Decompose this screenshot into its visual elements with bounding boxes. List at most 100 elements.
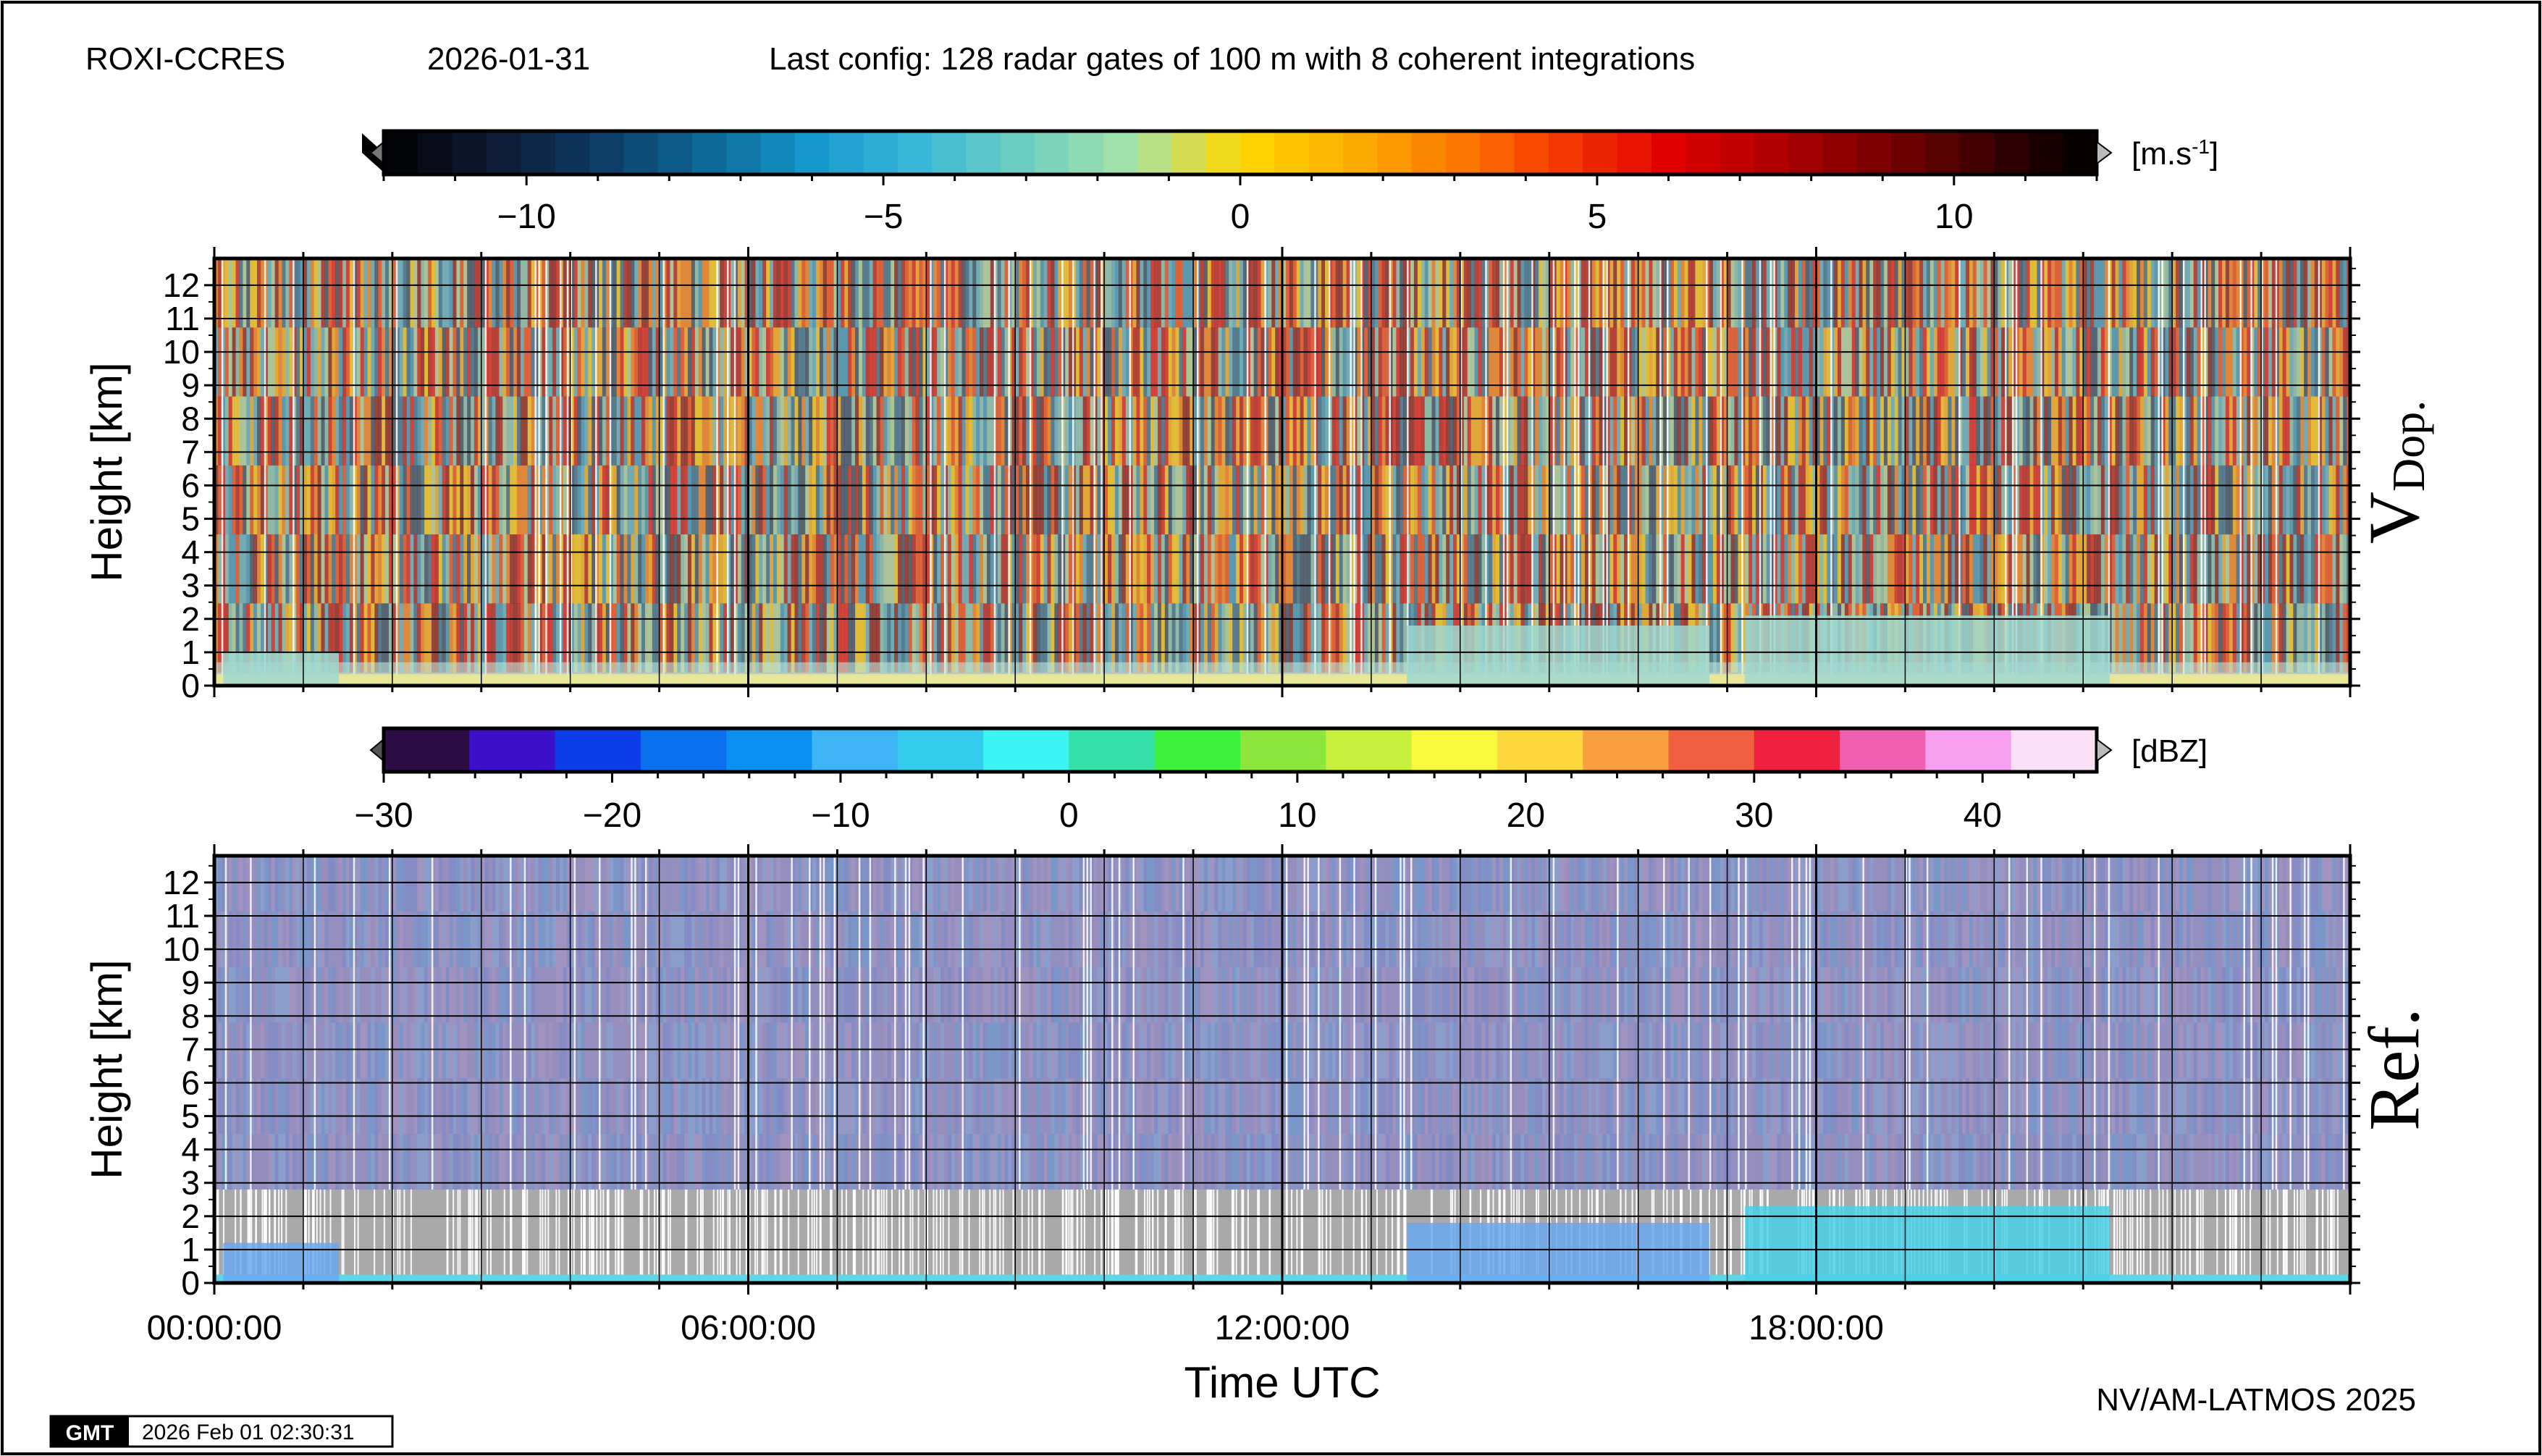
heatmap-cell bbox=[1150, 396, 1155, 466]
heatmap-cell bbox=[1485, 327, 1489, 397]
heatmap-cell bbox=[531, 1134, 535, 1190]
heatmap-cell bbox=[324, 1022, 329, 1079]
heatmap-cell bbox=[296, 534, 300, 604]
heatmap-cell bbox=[332, 327, 336, 397]
heatmap-cell bbox=[894, 603, 898, 673]
heatmap-cell bbox=[356, 396, 361, 466]
heatmap-cell bbox=[716, 1022, 720, 1079]
heatmap-cell bbox=[677, 396, 681, 466]
heatmap-cell bbox=[1125, 327, 1129, 397]
heatmap-cell bbox=[691, 1134, 696, 1190]
heatmap-cell bbox=[1232, 603, 1237, 673]
heatmap-cell bbox=[687, 258, 692, 328]
heatmap-cell bbox=[2065, 396, 2069, 466]
heatmap-cell bbox=[1485, 396, 1489, 466]
heatmap-cell bbox=[1966, 258, 1970, 328]
heatmap-cell bbox=[1684, 396, 1688, 466]
heatmap-cell bbox=[1994, 327, 1998, 397]
heatmap-cell bbox=[527, 327, 531, 397]
heatmap-cell bbox=[983, 603, 988, 673]
heatmap-cell bbox=[1058, 603, 1062, 673]
heatmap-cell bbox=[2037, 465, 2041, 535]
heatmap-cell bbox=[1816, 465, 1820, 535]
heatmap-cell bbox=[1834, 327, 1838, 397]
heatmap-cell bbox=[399, 967, 403, 1023]
heatmap-cell bbox=[1777, 327, 1781, 397]
heatmap-cell bbox=[641, 1134, 646, 1190]
heatmap-cell bbox=[1179, 465, 1183, 535]
heatmap-cell bbox=[228, 534, 232, 604]
missing-profile-stripe bbox=[733, 856, 736, 1283]
heatmap-cell bbox=[794, 327, 799, 397]
heatmap-cell bbox=[395, 327, 400, 397]
heatmap-cell bbox=[1691, 396, 1696, 466]
heatmap-cell bbox=[445, 258, 450, 328]
heatmap-cell bbox=[730, 603, 735, 673]
heatmap-cell bbox=[552, 327, 557, 397]
heatmap-cell bbox=[378, 534, 382, 604]
heatmap-cell bbox=[417, 327, 421, 397]
heatmap-cell bbox=[2310, 603, 2315, 673]
heatmap-cell bbox=[1261, 465, 1265, 535]
heatmap-cell bbox=[577, 1134, 581, 1190]
missing-profile-stripe bbox=[599, 856, 601, 1283]
heatmap-cell bbox=[285, 1078, 290, 1135]
missing-profile-stripe bbox=[2040, 258, 2042, 686]
heatmap-cell bbox=[1510, 258, 1514, 328]
heatmap-cell bbox=[2058, 465, 2063, 535]
heatmap-cell bbox=[474, 465, 479, 535]
heatmap-cell bbox=[2278, 534, 2283, 604]
heatmap-cell bbox=[822, 603, 827, 673]
heatmap-cell bbox=[2225, 327, 2230, 397]
heatmap-cell bbox=[1788, 258, 1792, 328]
heatmap-cell bbox=[2037, 534, 2041, 604]
heatmap-cell bbox=[392, 465, 397, 535]
heatmap-cell bbox=[321, 911, 325, 967]
heatmap-cell bbox=[1335, 603, 1339, 673]
heatmap-cell bbox=[267, 534, 272, 604]
heatmap-cell bbox=[1919, 327, 1924, 397]
heatmap-cell bbox=[2236, 396, 2240, 466]
heatmap-cell bbox=[374, 1022, 379, 1079]
heatmap-cell bbox=[1998, 465, 2002, 535]
heatmap-cell bbox=[1054, 465, 1059, 535]
heatmap-cell bbox=[460, 396, 464, 466]
heatmap-cell bbox=[1844, 327, 1849, 397]
heatmap-cell bbox=[282, 911, 286, 967]
heatmap-cell bbox=[1609, 258, 1614, 328]
heatmap-cell bbox=[570, 967, 574, 1023]
heatmap-cell bbox=[367, 465, 371, 535]
heatmap-cell bbox=[278, 1022, 282, 1079]
heatmap-cell bbox=[705, 534, 710, 604]
heatmap-cell bbox=[2011, 258, 2016, 328]
heatmap-cell bbox=[1987, 534, 1991, 604]
heatmap-cell bbox=[378, 258, 382, 328]
heatmap-cell bbox=[217, 967, 222, 1023]
heatmap-cell bbox=[328, 534, 332, 604]
heatmap-cell bbox=[723, 1134, 728, 1190]
heatmap-cell bbox=[623, 1022, 628, 1079]
heatmap-cell bbox=[527, 856, 531, 912]
heatmap-cell bbox=[2200, 396, 2205, 466]
heatmap-cell bbox=[791, 396, 795, 466]
heatmap-cell bbox=[1513, 258, 1518, 328]
heatmap-cell bbox=[510, 1134, 514, 1190]
heatmap-cell bbox=[570, 534, 574, 604]
heatmap-cell bbox=[980, 258, 984, 328]
heatmap-cell bbox=[345, 856, 350, 912]
missing-profile-stripe bbox=[1506, 258, 1509, 686]
heatmap-cell bbox=[1748, 465, 1753, 535]
heatmap-cell bbox=[1948, 258, 1952, 328]
heatmap-cell bbox=[2044, 465, 2048, 535]
heatmap-cell bbox=[2254, 465, 2258, 535]
heatmap-cell bbox=[1392, 534, 1397, 604]
heatmap-cell bbox=[616, 911, 620, 967]
heatmap-cell bbox=[595, 1078, 599, 1135]
heatmap-cell bbox=[474, 911, 479, 967]
heatmap-cell bbox=[648, 534, 653, 604]
heatmap-cell bbox=[662, 465, 667, 535]
missing-profile-stripe bbox=[2005, 258, 2007, 686]
heatmap-cell bbox=[1421, 396, 1425, 466]
heatmap-cell bbox=[1617, 327, 1621, 397]
heatmap-cell bbox=[1118, 396, 1123, 466]
